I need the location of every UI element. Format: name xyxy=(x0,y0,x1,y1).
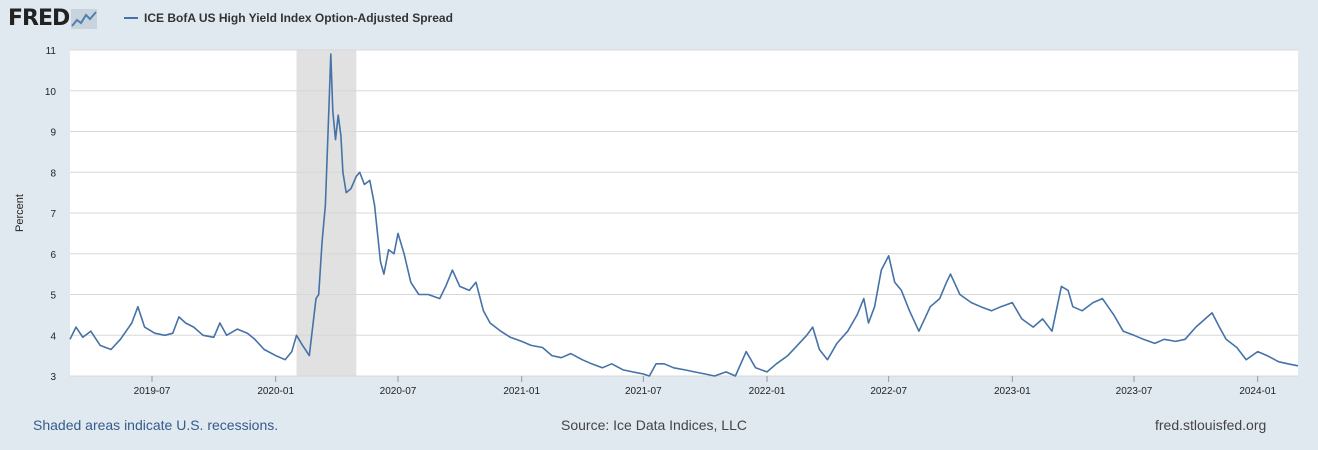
x-tick-label: 2023-07 xyxy=(1116,386,1153,397)
y-tick-label: 4 xyxy=(50,331,56,342)
recession-note: Shaded areas indicate U.S. recessions. xyxy=(33,417,279,433)
fred-logo-graph-icon xyxy=(71,9,98,29)
y-tick-label: 7 xyxy=(50,209,56,220)
fred-logo[interactable]: FRED xyxy=(8,6,98,32)
y-tick-label: 11 xyxy=(46,46,57,57)
x-tick-label: 2020-07 xyxy=(380,386,417,397)
chart-legend: ICE BofA US High Yield Index Option-Adju… xyxy=(124,11,453,25)
fred-logo-text: FRED xyxy=(8,6,70,31)
y-tick-label: 10 xyxy=(45,87,57,98)
y-tick-label: 8 xyxy=(50,168,56,179)
x-tick-label: 2022-01 xyxy=(749,386,786,397)
site-link[interactable]: fred.stlouisfed.org xyxy=(1155,417,1267,433)
legend-label: ICE BofA US High Yield Index Option-Adju… xyxy=(144,11,453,25)
y-axis-ticks: 3 4 5 6 7 8 9 10 11 xyxy=(45,46,57,383)
y-tick-label: 5 xyxy=(50,291,56,302)
series-layer xyxy=(69,53,1299,377)
source-note: Source: Ice Data Indices, LLC xyxy=(561,417,747,433)
x-tick-label: 2021-01 xyxy=(503,386,540,397)
chart-header: FRED ICE BofA US High Yield Index Option… xyxy=(0,0,1318,40)
y-tick-label: 6 xyxy=(50,250,56,261)
y-axis-title: Percent xyxy=(14,194,26,232)
x-tick-label: 2022-07 xyxy=(870,386,907,397)
x-tick-label: 2023-01 xyxy=(994,386,1031,397)
x-tick-label: 2020-01 xyxy=(257,386,294,397)
x-tick-label: 2021-07 xyxy=(625,386,662,397)
series-line xyxy=(69,53,1299,377)
y-tick-label: 9 xyxy=(50,128,56,139)
legend-swatch xyxy=(124,17,138,19)
x-tick-label: 2019-07 xyxy=(134,386,171,397)
gridlines xyxy=(70,49,1298,377)
x-tick-label: 2024-01 xyxy=(1239,386,1276,397)
x-axis-ticks: 2019-07 2020-01 2020-07 2021-01 2021-07 2022-… xyxy=(134,376,1276,397)
y-tick-label: 3 xyxy=(50,372,56,383)
